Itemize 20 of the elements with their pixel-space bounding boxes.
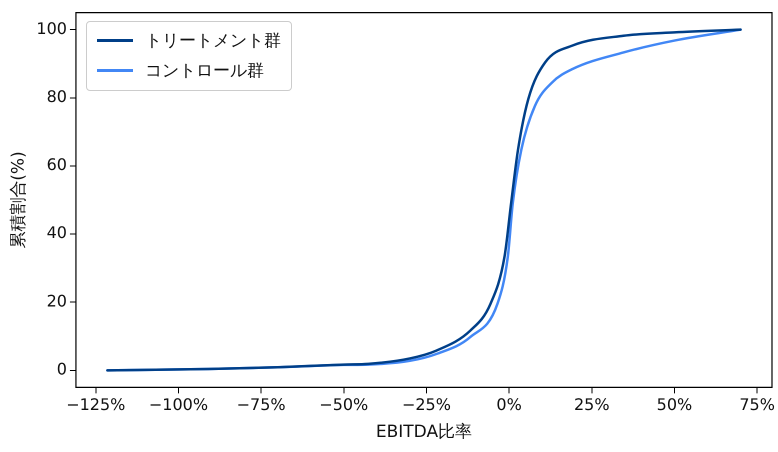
legend-label: コントロール群 <box>144 60 264 82</box>
y-tick-label: 100 <box>36 18 67 38</box>
y-tick-label: 40 <box>46 223 67 242</box>
y-tick-label: 80 <box>46 86 67 106</box>
line-series <box>106 28 742 372</box>
x-tick-label: −25% <box>402 395 451 414</box>
x-tick-label: −75% <box>236 395 286 414</box>
x-tick-label: 75% <box>739 395 775 414</box>
x-tick-label: 50% <box>656 395 692 414</box>
x-tick-label: −125% <box>66 395 126 414</box>
y-tick-label: 0 <box>56 360 67 379</box>
x-tick-label: 0% <box>496 395 522 414</box>
x-tick-label: 25% <box>574 395 610 414</box>
y-tick-label: 20 <box>46 291 67 310</box>
x-tick-label: −100% <box>148 395 208 414</box>
x-tick-label: −50% <box>319 395 368 414</box>
x-axis-title: EBITDA比率 <box>376 422 472 442</box>
legend-label: トリートメント群 <box>144 30 281 52</box>
y-tick-label: 60 <box>46 155 67 174</box>
y-axis-title: 累積割合(%) <box>8 151 29 249</box>
